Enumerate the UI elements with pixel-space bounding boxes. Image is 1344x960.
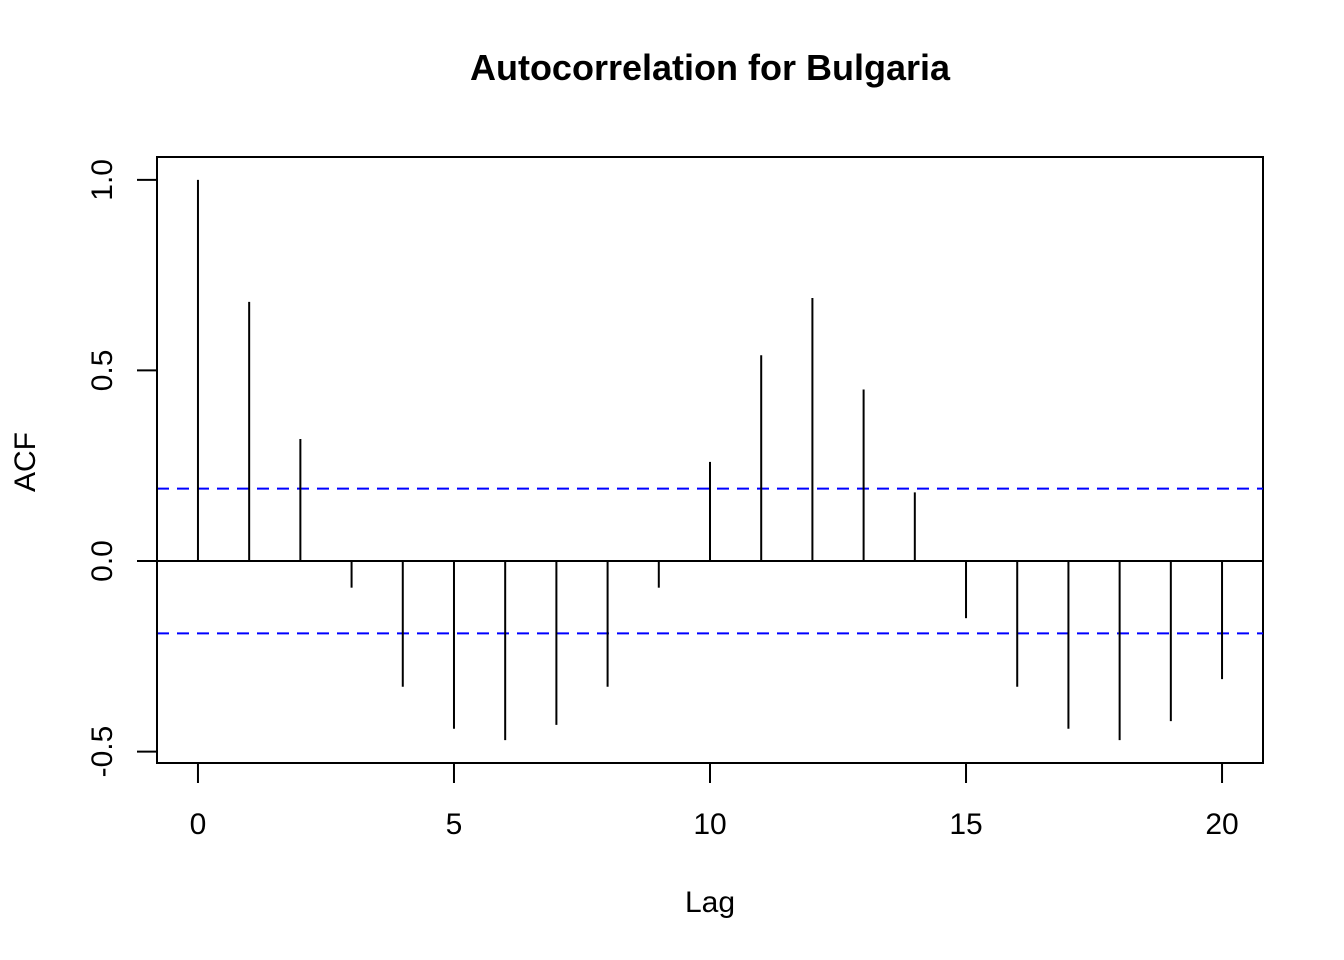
x-tick-label: 5 [446,808,463,841]
confidence-bounds [157,487,1263,635]
x-axis-label: Lag [685,886,735,919]
y-axis-label: ACF [9,432,42,492]
chart-title: Autocorrelation for Bulgaria [470,47,951,88]
x-tick-label: 0 [190,808,207,841]
x-tick-label: 20 [1205,808,1238,841]
x-tick-label: 15 [949,808,982,841]
plot-frame [156,156,1264,764]
y-tick-label: 0.0 [86,540,119,582]
y-tick-label: 0.5 [86,350,119,392]
x-axis: 0 5 10 15 20 [190,762,1239,841]
acf-bars [196,179,1224,741]
y-axis: -0.5 0.0 0.5 1.0 [86,159,158,778]
x-tick-label: 10 [693,808,726,841]
y-tick-label: -0.5 [86,726,119,778]
y-tick-label: 1.0 [86,159,119,201]
